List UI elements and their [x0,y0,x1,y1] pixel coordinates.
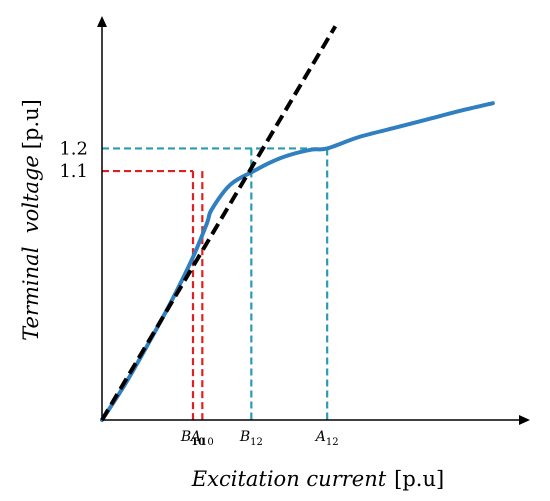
y-tick-labels: 1.11.2 [59,138,88,182]
x-mark-label-1: A10 [189,429,214,448]
guide-lines [102,147,329,420]
y-axis-unit: [p.u] [19,99,43,149]
x-axis-title: Excitation current [p.u] [191,467,444,491]
y-axis-arrow [97,16,107,27]
axes [97,16,530,425]
y-axis-title: Terminal voltage [p.u] [19,99,43,341]
x-axis-arrow [519,415,530,425]
x-axis-unit: [p.u] [394,467,444,491]
y-tick-label-1: 1.2 [59,138,88,159]
x-axis-label: Excitation current [191,467,387,491]
y-tick-label-0: 1.1 [59,161,88,182]
x-mark-label-0: B10 [180,429,205,448]
series-layer [100,25,495,422]
x-mark-label-3: A12 [314,429,339,448]
y-axis-label: Terminal voltage [19,155,43,341]
air-gap-line [100,25,338,422]
magnetization-curve [100,101,495,422]
x-mark-label-2: B12 [239,429,263,448]
